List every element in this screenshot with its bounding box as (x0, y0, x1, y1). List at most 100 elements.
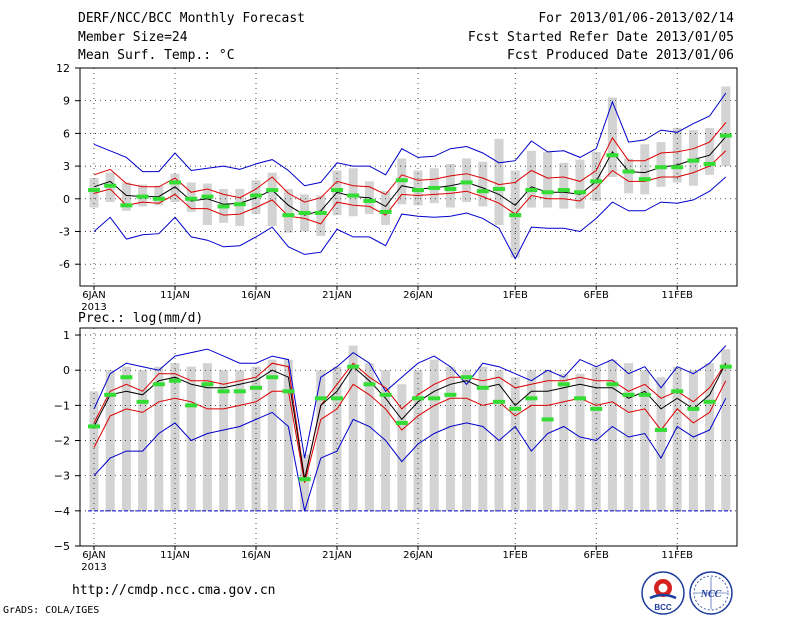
median-marker (136, 194, 149, 199)
website-url[interactable]: http://cmdp.ncc.cma.gov.cn (72, 583, 276, 598)
median-marker (395, 178, 408, 183)
y-tick-label: 3 (63, 160, 70, 173)
median-marker (412, 188, 424, 193)
median-marker (428, 396, 441, 401)
series-p75-line (93, 122, 727, 203)
median-marker (347, 193, 360, 198)
spread-bar (575, 159, 585, 209)
spread-bar (705, 127, 715, 175)
y-tick-label: -3 (59, 226, 70, 239)
spread-bar (591, 151, 601, 201)
median-marker (541, 190, 554, 195)
spread-bar (429, 168, 439, 204)
y-tick-label: 12 (56, 62, 70, 75)
spread-bar (640, 144, 650, 195)
series-min-line (93, 176, 727, 260)
spread-bar (462, 158, 472, 203)
series-min-line (93, 398, 727, 511)
x-tick-label: 6JAN (82, 290, 105, 301)
spread-bar (413, 170, 423, 206)
plot-frame (79, 67, 738, 287)
series-mean-line (93, 362, 727, 480)
spread-bar (478, 161, 488, 207)
median-marker (703, 399, 716, 404)
median-marker (509, 213, 522, 218)
median-marker (574, 396, 586, 401)
bcc-logo-text: BCC (654, 603, 672, 612)
variable-label: Mean Surf. Temp.: °C (78, 48, 235, 63)
x-tick-label: 26JAN (403, 290, 433, 301)
median-marker (638, 177, 651, 182)
median-marker (460, 180, 473, 185)
median-marker (331, 188, 343, 193)
median-marker (282, 213, 295, 218)
median-marker (152, 196, 165, 201)
spread-bar (381, 191, 391, 225)
median-marker (120, 203, 133, 208)
forecast-produced-date: Fcst Produced Date 2013/01/06 (507, 48, 734, 63)
spread-bar (543, 151, 553, 208)
ncc-logo: NCC (689, 571, 733, 615)
median-marker (671, 165, 684, 170)
y-tick-label: 6 (63, 127, 70, 140)
spread-bar (397, 384, 407, 511)
spread-bar (186, 366, 196, 511)
series-p25-line (93, 150, 727, 225)
median-marker (233, 389, 246, 394)
x-tick-label: 16JAN (241, 550, 271, 561)
median-marker (412, 396, 424, 401)
y-tick-label: −2 (54, 435, 70, 448)
spread-bar (607, 359, 617, 511)
median-marker (363, 198, 376, 203)
spread-bar (478, 366, 488, 511)
spread-bar (413, 370, 423, 511)
median-marker (379, 209, 392, 214)
median-marker (541, 417, 554, 422)
x-year-label: 2013 (81, 302, 106, 313)
median-marker (88, 424, 100, 429)
spread-bar (219, 370, 229, 511)
spread-bar (154, 185, 164, 206)
median-marker (185, 196, 198, 201)
x-tick-label: 11FEB (661, 550, 693, 561)
series-mean-line (93, 136, 727, 216)
y-tick-label: −1 (54, 399, 70, 412)
spread-bar (202, 363, 212, 511)
median-marker (460, 375, 473, 380)
median-marker (557, 188, 570, 193)
spread-bar (688, 370, 698, 511)
spread-bar (575, 373, 585, 511)
median-marker (638, 392, 651, 397)
median-marker (655, 165, 667, 170)
spread-bar (543, 370, 553, 511)
bcc-logo: BCC (641, 571, 685, 615)
x-year-label: 2013 (81, 562, 106, 573)
spread-bar (721, 349, 731, 511)
spread-bar (138, 370, 148, 511)
median-marker (298, 477, 311, 482)
median-marker (136, 399, 149, 404)
y-tick-label: -6 (59, 258, 70, 271)
median-marker (169, 180, 181, 185)
series-p25-line (93, 380, 727, 483)
y-tick-label: −3 (54, 470, 70, 483)
median-marker (250, 193, 262, 198)
median-marker (201, 382, 214, 387)
median-marker (476, 385, 489, 390)
spread-bar (526, 150, 536, 208)
median-marker (233, 202, 246, 207)
spread-bar (364, 363, 374, 511)
series-max-line (93, 92, 727, 187)
x-tick-label: 21JAN (322, 550, 352, 561)
median-marker (88, 188, 100, 193)
grads-credit: GrADS: COLA/IGES (3, 605, 100, 616)
median-marker (347, 364, 360, 369)
median-marker (363, 382, 376, 387)
median-marker (250, 385, 262, 390)
y-tick-label: 1 (63, 329, 70, 342)
x-tick-label: 11FEB (661, 290, 693, 301)
series-max-line (93, 345, 727, 459)
spread-bar (526, 370, 536, 511)
median-marker (314, 210, 327, 215)
spread-bar (672, 127, 682, 183)
